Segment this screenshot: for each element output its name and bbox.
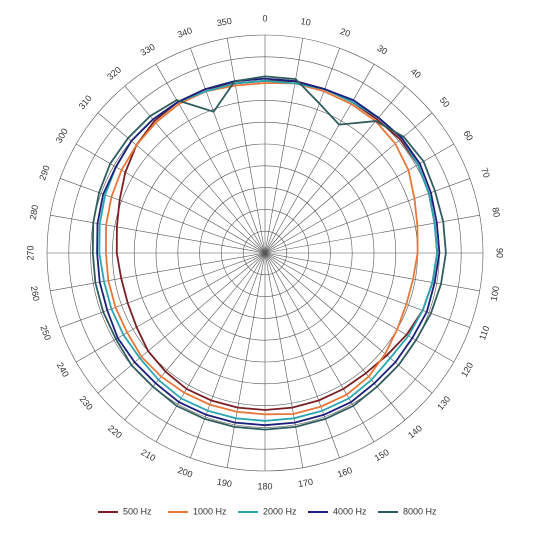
grid-spoke [264,252,470,328]
theta-tick-label: 330 [139,42,157,58]
grid-spoke [50,252,266,292]
theta-tick-label: 100 [489,285,501,302]
grid-spoke [264,252,406,421]
grid-spoke [264,252,433,394]
grid-spoke [155,64,266,254]
grid-spoke [76,252,266,363]
grid-spoke [155,252,266,442]
theta-tick-label: 340 [176,25,194,40]
grid-spoke [264,252,340,458]
theta-tick-label: 110 [477,324,491,341]
theta-tick-label: 70 [479,166,492,179]
grid-spoke [124,85,266,254]
grid-spoke [60,178,266,254]
grid-spoke [190,252,266,458]
theta-tick-label: 280 [28,204,40,221]
grid-spoke [264,112,433,254]
theta-tick-label: 90 [495,248,505,258]
theta-tick-label: 350 [216,16,233,28]
theta-tick-label: 250 [38,324,53,342]
series-line [96,77,441,427]
legend-label: 500 Hz [123,506,152,516]
theta-tick-label: 200 [176,465,194,480]
theta-tick-label: 300 [54,127,70,145]
grid-spoke [190,48,266,254]
grid-spoke [76,143,266,254]
legend-label: 4000 Hz [333,506,367,516]
theta-tick-label: 150 [373,447,391,463]
theta-tick-label: 290 [37,164,52,182]
grid-spoke [124,252,266,421]
theta-tick-label: 240 [55,361,71,379]
grid-spoke [226,38,266,254]
grid-spoke [50,214,266,254]
theta-tick-label: 80 [490,206,502,218]
theta-tick-label: 230 [78,394,95,412]
grid-spoke [97,112,266,254]
grid-spoke [226,252,266,468]
grid-spoke [97,252,266,394]
theta-tick-label: 10 [300,16,312,28]
grid-spoke [264,252,375,442]
theta-tick-label: 270 [25,245,35,260]
grid-spoke [264,252,480,292]
grid-spoke [264,48,340,254]
legend-label: 2000 Hz [263,506,297,516]
grid-spoke [264,85,406,254]
theta-tick-label: 30 [375,43,389,57]
theta-tick-label: 220 [106,423,124,440]
grid-spoke [264,143,454,254]
theta-tick-label: 130 [435,394,452,412]
grid-spoke [264,38,304,254]
grid-spoke [60,252,266,328]
theta-tick-label: 170 [297,477,314,489]
theta-tick-label: 260 [29,285,41,302]
grid-spoke [264,252,454,363]
theta-tick-label: 310 [77,93,94,111]
grid-spoke [264,64,375,254]
theta-tick-label: 50 [438,95,452,109]
series-line [91,75,447,431]
theta-tick-label: 210 [139,447,157,463]
theta-tick-label: 180 [257,481,272,491]
series-line [104,82,419,416]
theta-tick-label: 140 [406,423,424,440]
legend-label: 8000 Hz [403,506,437,516]
theta-tick-label: 40 [409,66,423,80]
theta-tick-label: 190 [216,477,233,489]
theta-tick-label: 60 [461,129,475,143]
legend-label: 1000 Hz [193,506,227,516]
theta-tick-label: 20 [339,26,352,39]
grid-spoke [264,252,304,468]
theta-tick-label: 320 [105,65,123,82]
theta-tick-label: 120 [459,361,475,379]
theta-tick-label: 0 [262,13,267,23]
theta-tick-label: 160 [336,465,354,480]
